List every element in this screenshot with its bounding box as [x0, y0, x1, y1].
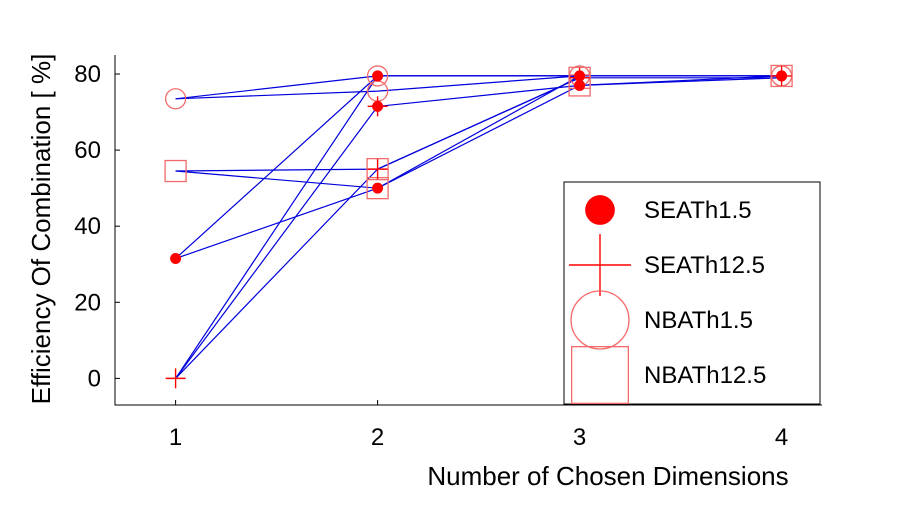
marker-filled-circle-3-4	[574, 70, 586, 82]
y-tick-label: 80	[74, 61, 101, 88]
x-axis-title: Number of Chosen Dimensions	[427, 461, 788, 491]
legend-marker-filled-circle	[585, 195, 615, 225]
marker-open-circle-1-0	[164, 88, 187, 110]
marker-filled-circle-2-3	[372, 182, 384, 194]
x-tick-label: 2	[371, 424, 384, 451]
marker-open-square-1-0	[164, 159, 187, 183]
legend-label: SEATh1.5	[644, 197, 752, 224]
legend-label: NBATh12.5	[644, 362, 766, 389]
y-tick-label: 0	[88, 365, 101, 392]
series-line-2	[175, 75, 580, 100]
legend-label: SEATh12.5	[644, 252, 765, 279]
marker-open-square-2-1	[366, 157, 389, 181]
series-line-3	[175, 77, 782, 172]
series-line-4	[175, 77, 782, 189]
legend-marker-plus	[569, 234, 631, 296]
x-tick-label: 1	[169, 424, 182, 451]
series-line-7	[175, 75, 782, 379]
x-tick-label: 4	[775, 424, 788, 451]
marker-filled-circle-2-2	[372, 100, 384, 112]
y-tick-label: 60	[74, 137, 101, 164]
marker-open-circle-2-1	[366, 65, 389, 87]
legend-marker-open-square	[571, 345, 630, 404]
axes: 0 20 40 60 80 1 2 3 4	[74, 55, 822, 451]
y-tick-label: 40	[74, 213, 101, 240]
data-markers	[164, 64, 793, 389]
series-line-8	[175, 75, 782, 379]
y-axis-title: Efficiency Of Combination [ %]	[26, 54, 56, 405]
legend: SEATh1.5 SEATh12.5 NBATh1.5 NBATh12.5	[563, 181, 821, 405]
marker-plus-1-0	[165, 368, 186, 389]
y-tick-label: 20	[74, 289, 101, 316]
x-tick-label: 3	[573, 424, 586, 451]
marker-filled-circle-2-1	[372, 70, 384, 82]
legend-label: NBATh1.5	[644, 307, 753, 334]
series-line-9	[175, 77, 580, 379]
marker-filled-circle-3-5	[574, 79, 586, 91]
marker-plus-2-2	[367, 159, 388, 180]
legend-marker-open-circle	[570, 290, 630, 350]
marker-filled-circle-1-0	[170, 253, 182, 265]
marker-filled-circle-4-6	[776, 70, 788, 82]
axis-lines	[114, 55, 822, 406]
